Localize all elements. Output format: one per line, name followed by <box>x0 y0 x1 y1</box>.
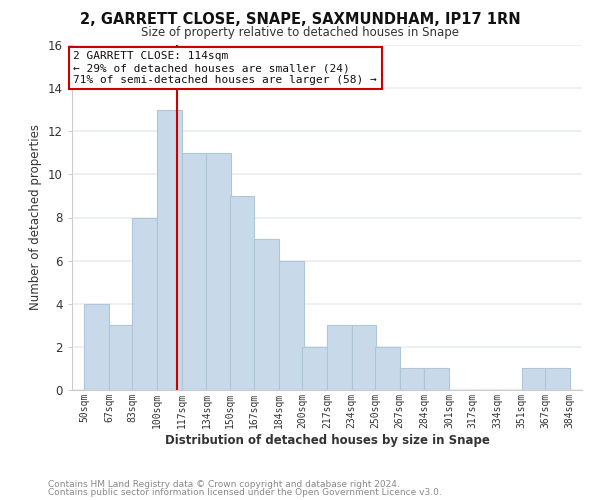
Bar <box>424 368 449 390</box>
Bar <box>545 368 569 390</box>
Text: 2, GARRETT CLOSE, SNAPE, SAXMUNDHAM, IP17 1RN: 2, GARRETT CLOSE, SNAPE, SAXMUNDHAM, IP1… <box>80 12 520 28</box>
Text: Size of property relative to detached houses in Snape: Size of property relative to detached ho… <box>141 26 459 39</box>
Text: 2 GARRETT CLOSE: 114sqm
← 29% of detached houses are smaller (24)
71% of semi-de: 2 GARRETT CLOSE: 114sqm ← 29% of detache… <box>73 52 377 84</box>
Bar <box>254 239 279 390</box>
Bar <box>132 218 157 390</box>
Text: Contains public sector information licensed under the Open Government Licence v3: Contains public sector information licen… <box>48 488 442 497</box>
Y-axis label: Number of detached properties: Number of detached properties <box>29 124 43 310</box>
Bar <box>400 368 424 390</box>
Bar <box>327 326 352 390</box>
Bar <box>85 304 109 390</box>
Bar <box>230 196 254 390</box>
Bar <box>157 110 182 390</box>
Bar <box>352 326 376 390</box>
Bar <box>375 347 400 390</box>
Bar <box>279 260 304 390</box>
Text: Contains HM Land Registry data © Crown copyright and database right 2024.: Contains HM Land Registry data © Crown c… <box>48 480 400 489</box>
Bar <box>182 153 206 390</box>
Bar <box>109 326 134 390</box>
Bar <box>206 153 231 390</box>
X-axis label: Distribution of detached houses by size in Snape: Distribution of detached houses by size … <box>164 434 490 446</box>
Bar <box>522 368 547 390</box>
Bar <box>302 347 327 390</box>
